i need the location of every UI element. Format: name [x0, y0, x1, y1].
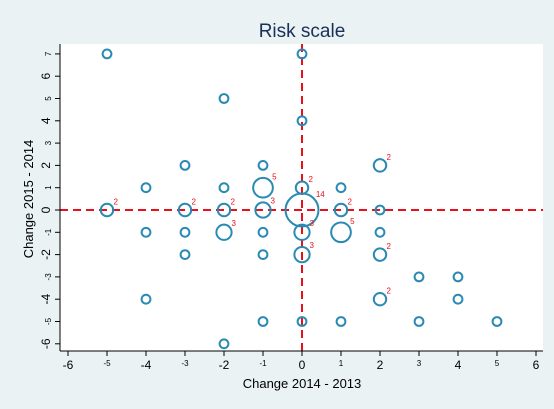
x-tick-label: -6: [63, 358, 74, 372]
data-point: [140, 226, 152, 238]
chart-title: Risk scale: [259, 21, 346, 42]
data-points: [99, 48, 503, 350]
count-label: 3: [309, 241, 314, 250]
axes: -6 -5 -4 -3 -2 -1 0 1 2 3 4 5 6 -6 -5 -4 -3 -2 -1 0 1 2 3 4 5 6 7: [39, 44, 543, 372]
data-point: [374, 226, 386, 238]
y-tick-label: -2: [39, 249, 53, 260]
data-point: [254, 201, 272, 219]
x-tick-label: 4: [455, 358, 462, 372]
data-point: [179, 226, 191, 238]
reference-lines: [60, 44, 543, 351]
y-tick-label: -1: [44, 228, 53, 236]
y-tick-label: -6: [39, 338, 53, 349]
data-point: [101, 48, 113, 60]
data-point: [452, 293, 464, 305]
y-tick-label: 4: [39, 117, 53, 124]
y-tick-label: 2: [39, 162, 53, 169]
y-axis-label: Change 2015 - 2014: [21, 140, 36, 259]
data-point: [252, 176, 274, 199]
data-point: [177, 202, 193, 218]
count-label: 5: [350, 217, 355, 226]
data-point: [215, 223, 233, 241]
count-label: 2: [347, 198, 352, 207]
x-tick-label: 2: [377, 358, 384, 372]
count-label: 2: [386, 287, 391, 296]
data-point: [372, 291, 388, 307]
count-label: 3: [231, 219, 236, 228]
data-point: [179, 160, 191, 171]
data-point: [284, 192, 320, 228]
data-point: [218, 338, 230, 350]
data-point: [296, 48, 308, 60]
data-point: [257, 160, 269, 171]
data-point: [140, 293, 152, 305]
x-tick-label: -2: [219, 358, 230, 372]
x-axis-label: Change 2014 - 2013: [243, 376, 362, 391]
y-tick-label: -3: [44, 273, 53, 281]
data-point: [335, 182, 347, 194]
y-tick-label: -5: [44, 317, 53, 325]
count-label: 2: [191, 198, 196, 207]
data-point: [218, 93, 230, 104]
data-point: [452, 271, 464, 283]
x-tick-label: -1: [259, 359, 267, 368]
y-tick-label: 7: [44, 51, 53, 56]
count-label: 2: [386, 153, 391, 162]
data-point: [413, 316, 425, 327]
x-tick-label: -3: [181, 359, 189, 368]
data-point: [216, 202, 232, 218]
data-point: [257, 249, 269, 261]
x-tick-label: -4: [141, 358, 152, 372]
data-point: [293, 223, 311, 241]
count-label: 14: [316, 190, 325, 199]
count-label: 2: [386, 242, 391, 251]
x-tick-label: 1: [339, 359, 344, 368]
data-point: [296, 316, 308, 327]
data-point: [333, 202, 349, 218]
count-label: 2: [113, 198, 118, 207]
x-tick-label: 3: [417, 359, 422, 368]
data-point: [413, 271, 425, 283]
y-tick-label: -4: [39, 294, 53, 305]
data-point: [218, 182, 230, 194]
y-tick-label: 1: [44, 185, 53, 190]
data-point: [179, 249, 191, 261]
data-point: [372, 158, 388, 173]
y-tick-label: 0: [39, 206, 53, 213]
data-point: [257, 226, 269, 238]
count-label: 2: [230, 198, 235, 207]
data-point: [330, 221, 352, 244]
data-point: [335, 316, 347, 327]
count-label: 5: [272, 173, 277, 182]
data-point: [293, 245, 311, 264]
x-tick-label: 5: [495, 359, 500, 368]
data-point: [372, 247, 388, 262]
data-point: [257, 316, 269, 327]
data-point: [491, 316, 503, 327]
data-point: [296, 115, 308, 127]
x-tick-label: -5: [103, 359, 111, 368]
x-tick-label: 6: [533, 358, 540, 372]
y-tick-label: 3: [44, 140, 53, 145]
y-tick-label: 5: [44, 96, 53, 101]
count-label: 2: [308, 175, 313, 184]
data-point: [99, 202, 115, 218]
data-point: [140, 182, 152, 194]
data-point: [374, 204, 386, 216]
count-label: 3: [309, 219, 314, 228]
count-label: 3: [270, 197, 275, 206]
y-tick-label: 6: [39, 73, 53, 80]
x-tick-label: 0: [299, 358, 306, 372]
